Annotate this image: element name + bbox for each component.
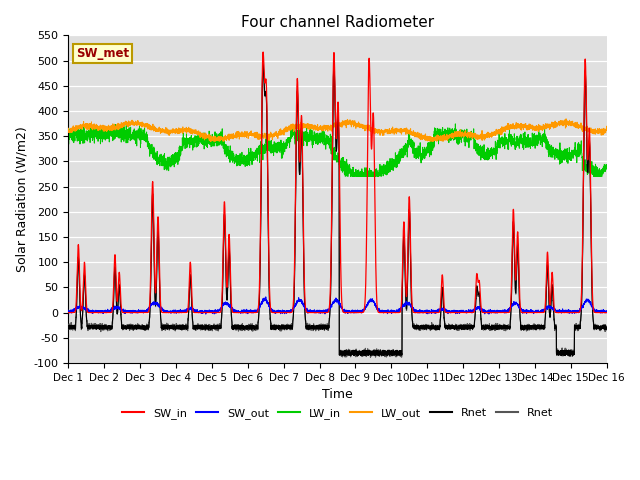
Title: Four channel Radiometer: Four channel Radiometer [241,15,434,30]
X-axis label: Time: Time [322,388,353,401]
Y-axis label: Solar Radiation (W/m2): Solar Radiation (W/m2) [15,126,28,272]
Legend: SW_in, SW_out, LW_in, LW_out, Rnet, Rnet: SW_in, SW_out, LW_in, LW_out, Rnet, Rnet [117,403,557,423]
Text: SW_met: SW_met [76,47,129,60]
